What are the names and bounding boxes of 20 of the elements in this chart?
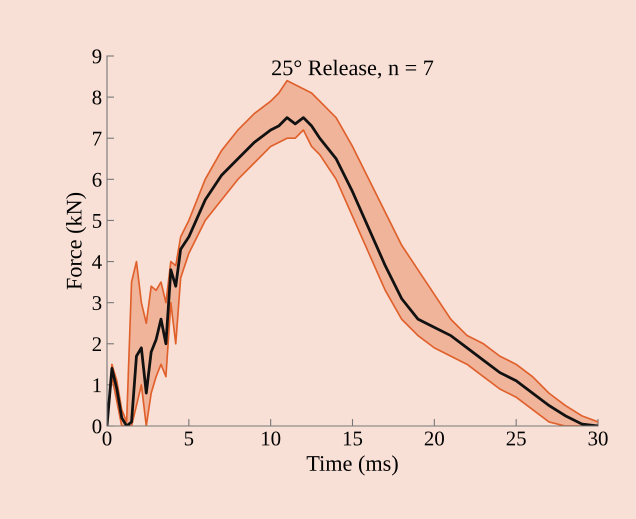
x-tick-label: 0 [102, 431, 112, 446]
y-tick-label: 7 [93, 132, 102, 146]
y-tick-label: 3 [92, 296, 102, 310]
y-tick-label: 8 [92, 90, 102, 105]
y-tick-label: 1 [94, 378, 101, 392]
y-tick-label: 4 [92, 255, 102, 269]
x-tick-label: 5 [184, 432, 194, 446]
y-tick-label: 5 [92, 214, 102, 228]
y-tick-label: 2 [92, 337, 101, 352]
x-tick-label: 20 [424, 431, 444, 446]
x-tick-label: 10 [262, 431, 280, 446]
y-axis-title: Force (kN) [66, 192, 86, 290]
y-tick-label: 0 [92, 419, 102, 434]
x-tick-label: 30 [588, 431, 608, 446]
y-tick-label: 6 [92, 172, 102, 187]
chart-title: 25° Release, n = 7 [272, 60, 434, 79]
y-tick-label: 9 [92, 49, 102, 64]
x-axis-title: Time (ms) [306, 455, 398, 476]
x-tick-label: 25 [506, 432, 526, 446]
x-tick-label: 15 [344, 432, 362, 446]
